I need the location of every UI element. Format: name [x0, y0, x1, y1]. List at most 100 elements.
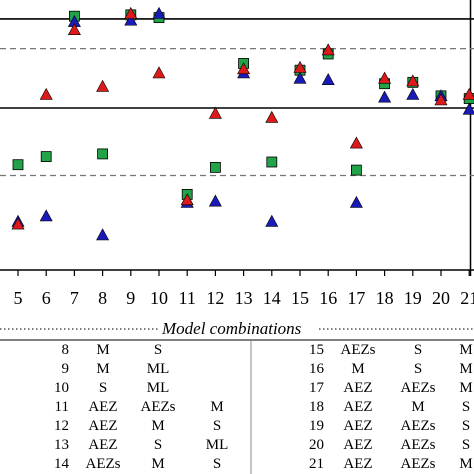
table-cell-left-c3: S	[213, 456, 221, 472]
reference-lines	[0, 18, 474, 177]
table-cell-right-c2: AEZs	[401, 437, 436, 453]
point-triangle	[462, 87, 474, 100]
table-cell-left-n: 13	[54, 437, 69, 453]
x-tick-label: 15	[291, 288, 309, 308]
table-cell-right-c1: AEZs	[341, 342, 376, 358]
point-square	[350, 164, 362, 176]
point-triangle	[265, 110, 279, 123]
table-cell-right-n: 19	[309, 418, 324, 434]
table-cell-left-n: 14	[54, 456, 70, 472]
table-cell-right-c3: S	[462, 437, 470, 453]
table-cell-left-c1: AEZ	[88, 437, 117, 453]
point-triangle	[293, 60, 307, 73]
table-cell-left-c2: ML	[147, 361, 170, 377]
table-cell-left-c3: M	[210, 399, 223, 415]
point-triangle	[11, 217, 25, 230]
point-square	[266, 156, 278, 168]
x-tick-label: 19	[404, 288, 422, 308]
x-tick-label: 10	[150, 288, 168, 308]
point-square	[209, 161, 221, 173]
table-cell-right-n: 18	[309, 399, 324, 415]
table-cell-right-c2: S	[414, 361, 422, 377]
table-cell-right-c1: AEZ	[343, 418, 372, 434]
table-cell-right-c2: AEZs	[401, 418, 436, 434]
point-triangle	[462, 102, 474, 115]
table-cell-left-c1: S	[99, 380, 107, 396]
x-tick-label: 6	[42, 288, 51, 308]
table-cell-left-c3: S	[213, 418, 221, 434]
point-triangle	[39, 87, 53, 100]
table-cell-right-c2: AEZs	[401, 456, 436, 472]
table-cell-right-n: 17	[309, 380, 325, 396]
table-cell-right-c1: AEZ	[343, 399, 372, 415]
table-cell-right-c1: M	[351, 361, 364, 377]
x-tick-label: 8	[98, 288, 107, 308]
table-cell-left-c1: M	[96, 342, 109, 358]
x-tick-label: 9	[126, 288, 135, 308]
point-triangle	[378, 71, 392, 84]
table-cell-right-c2: S	[414, 342, 422, 358]
point-triangle	[208, 194, 222, 207]
table-cell-left-c1: M	[96, 361, 109, 377]
data-points	[11, 6, 474, 241]
point-triangle	[434, 93, 448, 106]
table-cell-right-c1: AEZ	[343, 380, 372, 396]
point-triangle	[265, 214, 279, 227]
point-triangle	[124, 6, 138, 19]
point-triangle	[152, 66, 166, 79]
table-cell-right-c3: M	[459, 342, 472, 358]
table-cell-right-c1: AEZ	[343, 456, 372, 472]
table-cell-left-c2: ML	[147, 380, 170, 396]
point-triangle	[406, 74, 420, 87]
table-cell-right-n: 15	[309, 342, 324, 358]
point-triangle	[208, 106, 222, 119]
x-tick-label: 7	[70, 288, 79, 308]
table-cell-right-c3: S	[462, 399, 470, 415]
table-cell-right-n: 16	[309, 361, 325, 377]
table-cell-right-c3: M	[459, 380, 472, 396]
plot-area: 5 6 7 8 9 10 11 12 13 14 15 16 17 18 19 20 21	[0, 0, 474, 308]
table-cell-right-c3: S	[462, 418, 470, 434]
point-triangle	[180, 193, 194, 206]
x-ticks: 5 6 7 8 9 10 11 12 13 14 15 16 17 18 19 20 21	[14, 270, 474, 308]
point-triangle	[39, 209, 53, 222]
point-triangle	[152, 6, 166, 19]
table-cell-right-c2: M	[411, 399, 424, 415]
x-tick-label: 14	[263, 288, 281, 308]
table-cell-left-c3: ML	[206, 437, 229, 453]
point-square	[97, 148, 108, 160]
table-cell-left-n: 12	[54, 418, 69, 434]
table-cell-right-n: 21	[309, 456, 324, 472]
point-triangle	[96, 228, 110, 241]
table-cell-left-n: 8	[62, 342, 70, 358]
table-cell-right-c3: M	[459, 456, 472, 472]
x-tick-label: 17	[347, 288, 365, 308]
point-triangle	[349, 136, 363, 149]
table-cell-left-c2: M	[151, 418, 164, 434]
table-cell-left-c2: M	[151, 456, 164, 472]
table-cell-left-n: 10	[54, 380, 69, 396]
x-tick-label: 5	[14, 288, 23, 308]
table-cell-right-c2: AEZs	[401, 380, 436, 396]
point-square	[12, 159, 24, 171]
point-triangle	[349, 195, 363, 208]
x-tick-label: 21	[460, 288, 474, 308]
x-tick-label: 12	[206, 288, 224, 308]
point-square	[40, 151, 52, 163]
table-cell-left-c2: AEZs	[141, 399, 176, 415]
point-triangle	[406, 87, 420, 100]
table-cell-left-c1: AEZ	[88, 418, 117, 434]
point-triangle	[96, 79, 110, 92]
table-cell-right-c1: AEZ	[343, 437, 372, 453]
point-triangle	[124, 13, 138, 26]
point-triangle	[321, 43, 335, 56]
table-title: Model combinations	[161, 319, 302, 338]
table-cell-right-c3: M	[459, 361, 472, 377]
table-cell-left-c1: AEZs	[86, 456, 121, 472]
table-cell-left-c1: AEZ	[88, 399, 117, 415]
x-tick-label: 16	[319, 288, 337, 308]
x-tick-label: 13	[235, 288, 253, 308]
point-triangle	[378, 90, 392, 103]
point-triangle	[67, 23, 81, 36]
